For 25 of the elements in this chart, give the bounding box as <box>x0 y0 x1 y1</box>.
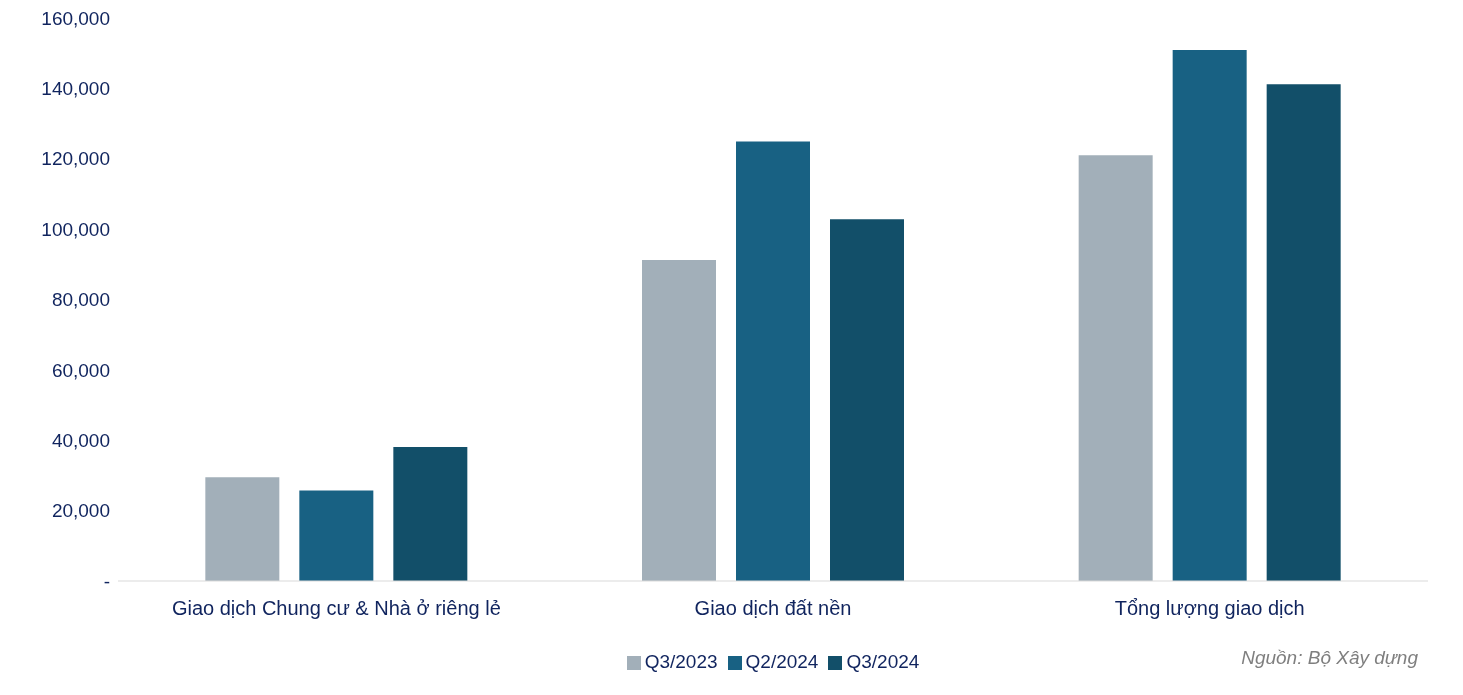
legend-label: Q2/2024 <box>745 651 819 672</box>
bar <box>736 141 810 581</box>
bar <box>1172 50 1247 581</box>
legend-label: Q3/2023 <box>644 651 718 672</box>
legend-label: Q3/2024 <box>846 651 920 672</box>
bar <box>1078 155 1153 581</box>
bar <box>205 477 280 581</box>
y-tick-label: 100,000 <box>41 218 110 240</box>
bar <box>1266 84 1341 581</box>
x-tick-label: Giao dịch đất nền <box>694 597 852 620</box>
y-tick-label: 60,000 <box>51 359 110 381</box>
y-tick-label: 120,000 <box>41 148 110 170</box>
y-tick-label: 160,000 <box>41 7 110 29</box>
text: Nguồn: Bộ Xây dựng <box>1241 647 1418 669</box>
bar <box>299 490 374 581</box>
y-tick-label: 80,000 <box>51 289 110 311</box>
bar <box>393 446 468 581</box>
y-tick-label: 140,000 <box>41 78 110 100</box>
y-tick-label: 20,000 <box>51 500 110 522</box>
bar <box>642 260 716 581</box>
y-tick-label: - <box>103 570 110 592</box>
x-tick-label: Giao dịch Chung cư & Nhà ở riêng lẻ <box>171 597 501 620</box>
y-tick-label: 40,000 <box>51 429 110 451</box>
x-tick-label: Tổng lượng giao dịch <box>1114 597 1305 620</box>
bar <box>830 219 904 581</box>
